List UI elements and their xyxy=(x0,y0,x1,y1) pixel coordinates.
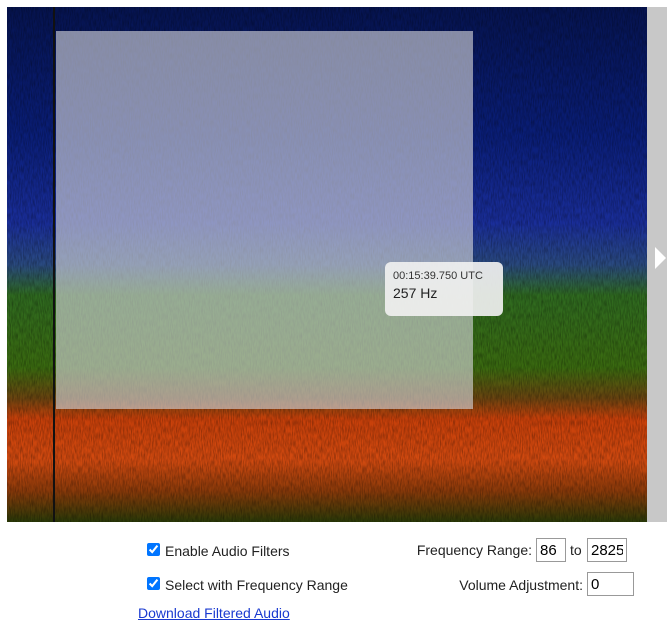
selection-box xyxy=(56,31,473,409)
expand-arrow xyxy=(655,247,666,269)
frequency-to-input[interactable] xyxy=(587,538,627,562)
tooltip-frequency: 257 Hz xyxy=(393,285,495,301)
tooltip: 00:15:39.750 UTC 257 Hz xyxy=(385,262,503,316)
page: 00:15:39.750 UTC 257 Hz Enable Audio Fil… xyxy=(0,0,667,622)
playhead xyxy=(53,7,55,522)
select-range-label: Select with Frequency Range xyxy=(165,577,348,593)
frequency-from-input[interactable] xyxy=(536,538,566,562)
download-link[interactable]: Download Filtered Audio xyxy=(138,605,290,621)
enable-filters-checkbox[interactable] xyxy=(147,543,160,556)
frequency-range-label: Frequency Range: xyxy=(417,542,532,558)
frequency-separator: to xyxy=(570,542,582,558)
select-range-checkbox[interactable] xyxy=(147,577,160,590)
tooltip-time: 00:15:39.750 UTC xyxy=(393,270,495,282)
volume-adjustment-label: Volume Adjustment: xyxy=(459,577,583,593)
volume-input[interactable] xyxy=(587,572,634,596)
enable-filters-label: Enable Audio Filters xyxy=(165,543,290,559)
